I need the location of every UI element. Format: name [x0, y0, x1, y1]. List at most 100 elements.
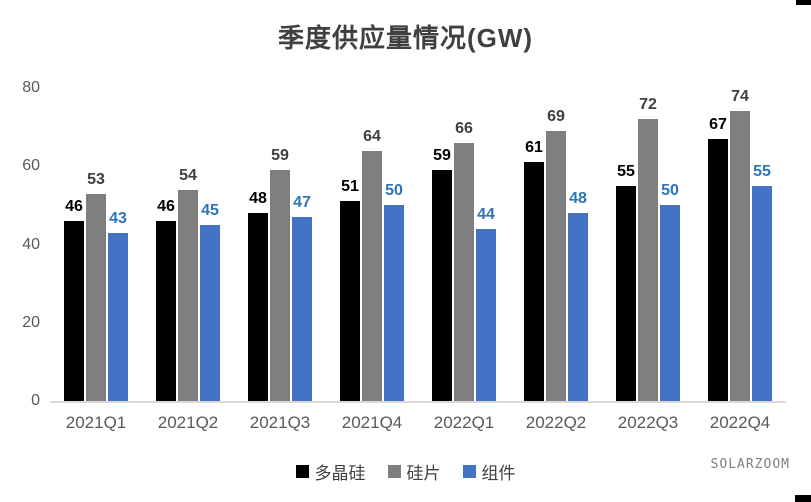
- bar-value-label: 69: [547, 108, 565, 126]
- corner-mark-bottom-right: [795, 495, 811, 502]
- x-tick-label-2022Q2: 2022Q2: [525, 413, 587, 432]
- bar-wrap: 45: [200, 202, 220, 401]
- bar-组件-2021Q1: [108, 232, 128, 401]
- bar-value-label: 74: [731, 88, 749, 106]
- bar-wrap: 43: [108, 210, 128, 401]
- bar-group-2021Q1: 46 53 43: [50, 88, 142, 401]
- bar-wrap: 48: [568, 190, 588, 401]
- bar-wrap: 61: [524, 139, 544, 401]
- bar-value-label: 51: [341, 178, 359, 196]
- bar-硅片-2021Q2: [178, 189, 198, 401]
- bar-多晶硅-2021Q2: [156, 221, 176, 401]
- legend-label: 多晶硅: [314, 464, 366, 483]
- bar-wrap: 59: [432, 147, 452, 401]
- x-tick-label-2021Q3: 2021Q3: [249, 413, 311, 432]
- bar-多晶硅-2021Q1: [64, 221, 84, 401]
- bar-多晶硅-2022Q2: [524, 162, 544, 401]
- x-tick-label-2022Q4: 2022Q4: [709, 413, 771, 432]
- legend-label: 硅片: [406, 464, 441, 483]
- bar-group-2021Q4: 51 64 50: [326, 88, 418, 401]
- bar-value-label: 59: [433, 147, 451, 165]
- bar-wrap: 66: [454, 120, 474, 401]
- bar-组件-2021Q4: [384, 205, 404, 401]
- bar-wrap: 44: [476, 206, 496, 401]
- bar-多晶硅-2022Q4: [708, 138, 728, 401]
- bar-value-label: 46: [65, 198, 83, 216]
- legend-swatch-icon: [462, 465, 476, 478]
- bar-wrap: 48: [248, 190, 268, 401]
- x-axis: 2021Q1 2021Q2 2021Q3 2021Q4 2022Q1 2022Q2 2022…: [50, 413, 786, 433]
- plot-area: 46 53 43 46 54 45 48 59 47 51 64 50 59 66 44 61 69 48 55 72…: [50, 88, 786, 403]
- bar-value-label: 45: [201, 201, 219, 219]
- legend-item-多晶硅: 多晶硅: [295, 459, 366, 484]
- bar-多晶硅-2021Q4: [340, 201, 360, 401]
- bar-value-label: 48: [249, 190, 267, 208]
- y-tick-label: 60: [22, 157, 40, 175]
- bar-wrap: 55: [752, 163, 772, 401]
- bar-wrap: 46: [64, 198, 84, 401]
- bar-value-label: 59: [271, 147, 289, 165]
- x-tick-label-2021Q2: 2021Q2: [157, 413, 219, 432]
- y-axis: 0 20 40 60 80: [0, 0, 42, 502]
- bar-wrap: 50: [660, 182, 680, 401]
- x-tick-label-2022Q3: 2022Q3: [617, 413, 679, 432]
- bar-硅片-2021Q3: [270, 170, 290, 401]
- bar-value-label: 67: [709, 115, 727, 133]
- bar-group-2022Q3: 55 72 50: [602, 88, 694, 401]
- bar-value-label: 64: [363, 127, 381, 145]
- bar-组件-2021Q2: [200, 224, 220, 401]
- bar-value-label: 50: [385, 182, 403, 200]
- corner-mark-top-right: [796, 0, 811, 5]
- bar-硅片-2021Q4: [362, 150, 382, 401]
- y-tick-label: 20: [22, 313, 40, 331]
- bar-组件-2022Q4: [752, 185, 772, 401]
- watermark-text: SOLARZOOM: [710, 457, 790, 472]
- bar-value-label: 55: [753, 162, 771, 180]
- bar-wrap: 55: [616, 163, 636, 401]
- bar-value-label: 47: [293, 194, 311, 212]
- bar-wrap: 54: [178, 167, 198, 401]
- bar-wrap: 64: [362, 128, 382, 401]
- bar-wrap: 47: [292, 194, 312, 401]
- bar-多晶硅-2022Q3: [616, 185, 636, 401]
- bar-组件-2022Q2: [568, 213, 588, 401]
- legend: 多晶硅 硅片 组件: [0, 459, 811, 484]
- bar-wrap: 53: [86, 171, 106, 401]
- chart-title: 季度供应量情况(GW): [277, 23, 534, 53]
- bar-多晶硅-2022Q1: [432, 170, 452, 401]
- bar-wrap: 46: [156, 198, 176, 401]
- bar-硅片-2022Q2: [546, 131, 566, 401]
- bar-group-2022Q2: 61 69 48: [510, 88, 602, 401]
- bar-value-label: 50: [661, 182, 679, 200]
- bar-groups: 46 53 43 46 54 45 48 59 47 51 64 50 59 66 44 61 69 48 55 72…: [50, 88, 786, 401]
- bar-组件-2022Q3: [660, 205, 680, 401]
- bar-多晶硅-2021Q3: [248, 213, 268, 401]
- legend-swatch-icon: [295, 465, 309, 478]
- bar-group-2021Q2: 46 54 45: [142, 88, 234, 401]
- bar-wrap: 74: [730, 88, 750, 401]
- bar-value-label: 55: [617, 162, 635, 180]
- bar-wrap: 67: [708, 116, 728, 401]
- bar-value-label: 54: [179, 166, 197, 184]
- y-tick-label: 40: [22, 235, 40, 253]
- legend-item-组件: 组件: [462, 459, 516, 484]
- bar-value-label: 53: [87, 170, 105, 188]
- bar-wrap: 59: [270, 147, 290, 401]
- bar-硅片-2022Q3: [638, 119, 658, 401]
- bar-group-2022Q4: 67 74 55: [694, 88, 786, 401]
- bar-wrap: 51: [340, 178, 360, 401]
- bar-group-2021Q3: 48 59 47: [234, 88, 326, 401]
- legend-item-硅片: 硅片: [387, 459, 441, 484]
- bar-value-label: 66: [455, 119, 473, 137]
- bar-wrap: 69: [546, 108, 566, 401]
- bar-value-label: 43: [109, 209, 127, 227]
- x-tick-label-2021Q4: 2021Q4: [341, 413, 403, 432]
- x-tick-label-2022Q1: 2022Q1: [433, 413, 495, 432]
- bar-组件-2022Q1: [476, 228, 496, 401]
- bar-value-label: 72: [639, 96, 657, 114]
- bar-wrap: 72: [638, 96, 658, 401]
- bar-硅片-2022Q4: [730, 111, 750, 401]
- legend-label: 组件: [481, 464, 516, 483]
- bar-value-label: 48: [569, 190, 587, 208]
